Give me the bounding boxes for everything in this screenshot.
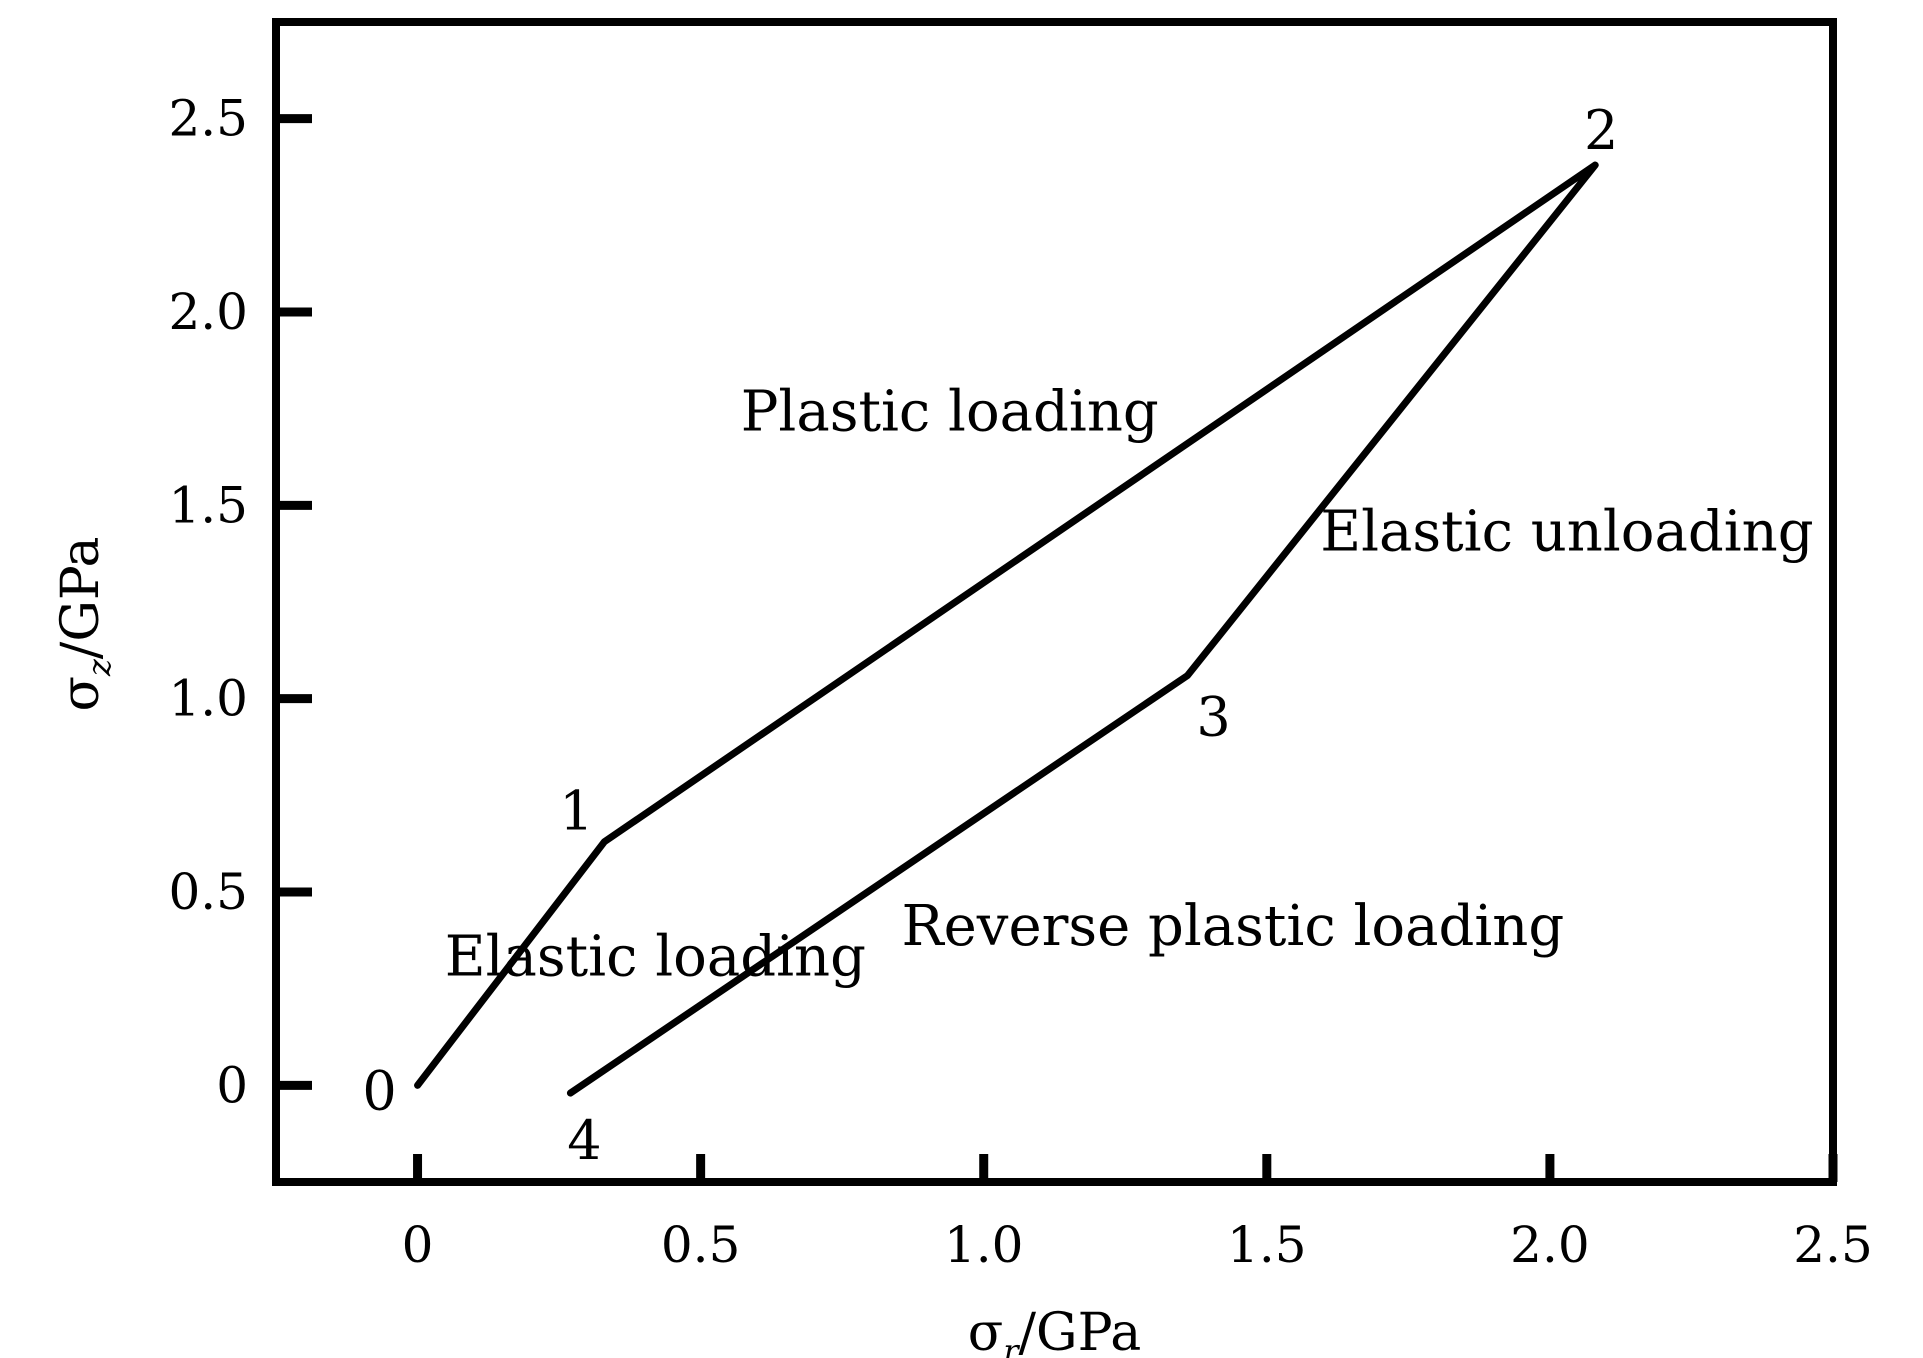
point-label-2: 2 [1584,99,1618,162]
point-label-1: 1 [559,780,593,843]
x-tick-label: 2.0 [1510,1216,1590,1274]
plot-frame [272,18,1837,1186]
annotation-3: Reverse plastic loading [902,894,1565,959]
loading-path [414,161,1599,1097]
y-tick-label: 1.0 [168,670,248,728]
y-tick-label: 2.0 [168,283,248,341]
annotation-2: Elastic unloading [1320,499,1813,564]
y-tick-label: 0 [216,1056,248,1114]
y-tick-label: 1.5 [168,476,248,534]
x-tick-label: 0 [402,1216,434,1274]
y-axis-title: σz/GPa [51,536,118,711]
x-tick-label: 2.5 [1793,1216,1873,1274]
point-label-3: 3 [1196,685,1230,748]
x-tick-label: 1.5 [1227,1216,1307,1274]
y-tick-label: 2.5 [168,90,248,148]
annotation-0: Elastic loading [445,925,866,990]
annotation-1: Plastic loading [741,380,1159,445]
series-line-0 [414,161,1599,1097]
point-label-4: 4 [567,1109,601,1172]
x-axis-title: σr/GPa [968,1303,1142,1358]
y-tick-label: 0.5 [168,863,248,921]
point-label-0: 0 [362,1059,396,1122]
x-tick-label: 1.0 [944,1216,1024,1274]
x-tick-label: 0.5 [661,1216,741,1274]
axis-ticks [276,114,1838,1182]
